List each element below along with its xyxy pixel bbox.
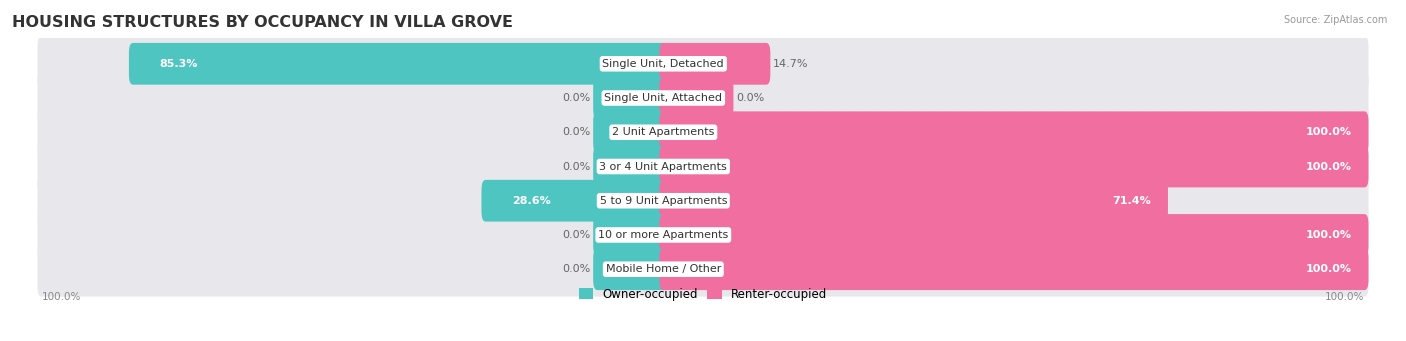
Text: 100.0%: 100.0% [41, 292, 80, 301]
FancyBboxPatch shape [659, 180, 1168, 222]
Text: 0.0%: 0.0% [562, 93, 591, 103]
Text: Single Unit, Detached: Single Unit, Detached [603, 59, 724, 69]
Text: 0.0%: 0.0% [562, 162, 591, 172]
FancyBboxPatch shape [38, 139, 1368, 194]
Text: 5 to 9 Unit Apartments: 5 to 9 Unit Apartments [599, 196, 727, 206]
Text: 2 Unit Apartments: 2 Unit Apartments [612, 127, 714, 137]
FancyBboxPatch shape [38, 71, 1368, 125]
Text: 100.0%: 100.0% [1305, 264, 1351, 274]
FancyBboxPatch shape [593, 77, 668, 119]
Text: Source: ZipAtlas.com: Source: ZipAtlas.com [1284, 15, 1388, 25]
Text: 100.0%: 100.0% [1305, 162, 1351, 172]
FancyBboxPatch shape [593, 112, 668, 153]
FancyBboxPatch shape [659, 248, 1368, 290]
Text: 100.0%: 100.0% [1305, 127, 1351, 137]
Text: 0.0%: 0.0% [737, 93, 765, 103]
FancyBboxPatch shape [593, 146, 668, 188]
Text: 100.0%: 100.0% [1326, 292, 1365, 301]
Text: 0.0%: 0.0% [562, 230, 591, 240]
FancyBboxPatch shape [659, 146, 1368, 188]
Text: 14.7%: 14.7% [773, 59, 808, 69]
Text: 0.0%: 0.0% [562, 127, 591, 137]
FancyBboxPatch shape [593, 248, 668, 290]
Text: 3 or 4 Unit Apartments: 3 or 4 Unit Apartments [599, 162, 727, 172]
FancyBboxPatch shape [38, 173, 1368, 228]
FancyBboxPatch shape [659, 214, 1368, 256]
Text: 28.6%: 28.6% [512, 196, 551, 206]
FancyBboxPatch shape [38, 208, 1368, 262]
FancyBboxPatch shape [38, 105, 1368, 160]
FancyBboxPatch shape [38, 242, 1368, 297]
FancyBboxPatch shape [38, 36, 1368, 91]
Text: 85.3%: 85.3% [159, 59, 198, 69]
FancyBboxPatch shape [129, 43, 668, 85]
Text: Single Unit, Attached: Single Unit, Attached [605, 93, 723, 103]
Text: 71.4%: 71.4% [1112, 196, 1150, 206]
Legend: Owner-occupied, Renter-occupied: Owner-occupied, Renter-occupied [574, 283, 832, 306]
Text: 0.0%: 0.0% [562, 264, 591, 274]
Text: 10 or more Apartments: 10 or more Apartments [598, 230, 728, 240]
Text: 100.0%: 100.0% [1305, 230, 1351, 240]
Text: Mobile Home / Other: Mobile Home / Other [606, 264, 721, 274]
Text: HOUSING STRUCTURES BY OCCUPANCY IN VILLA GROVE: HOUSING STRUCTURES BY OCCUPANCY IN VILLA… [13, 15, 513, 30]
FancyBboxPatch shape [659, 112, 1368, 153]
FancyBboxPatch shape [659, 43, 770, 85]
FancyBboxPatch shape [481, 180, 668, 222]
FancyBboxPatch shape [659, 77, 734, 119]
FancyBboxPatch shape [593, 214, 668, 256]
